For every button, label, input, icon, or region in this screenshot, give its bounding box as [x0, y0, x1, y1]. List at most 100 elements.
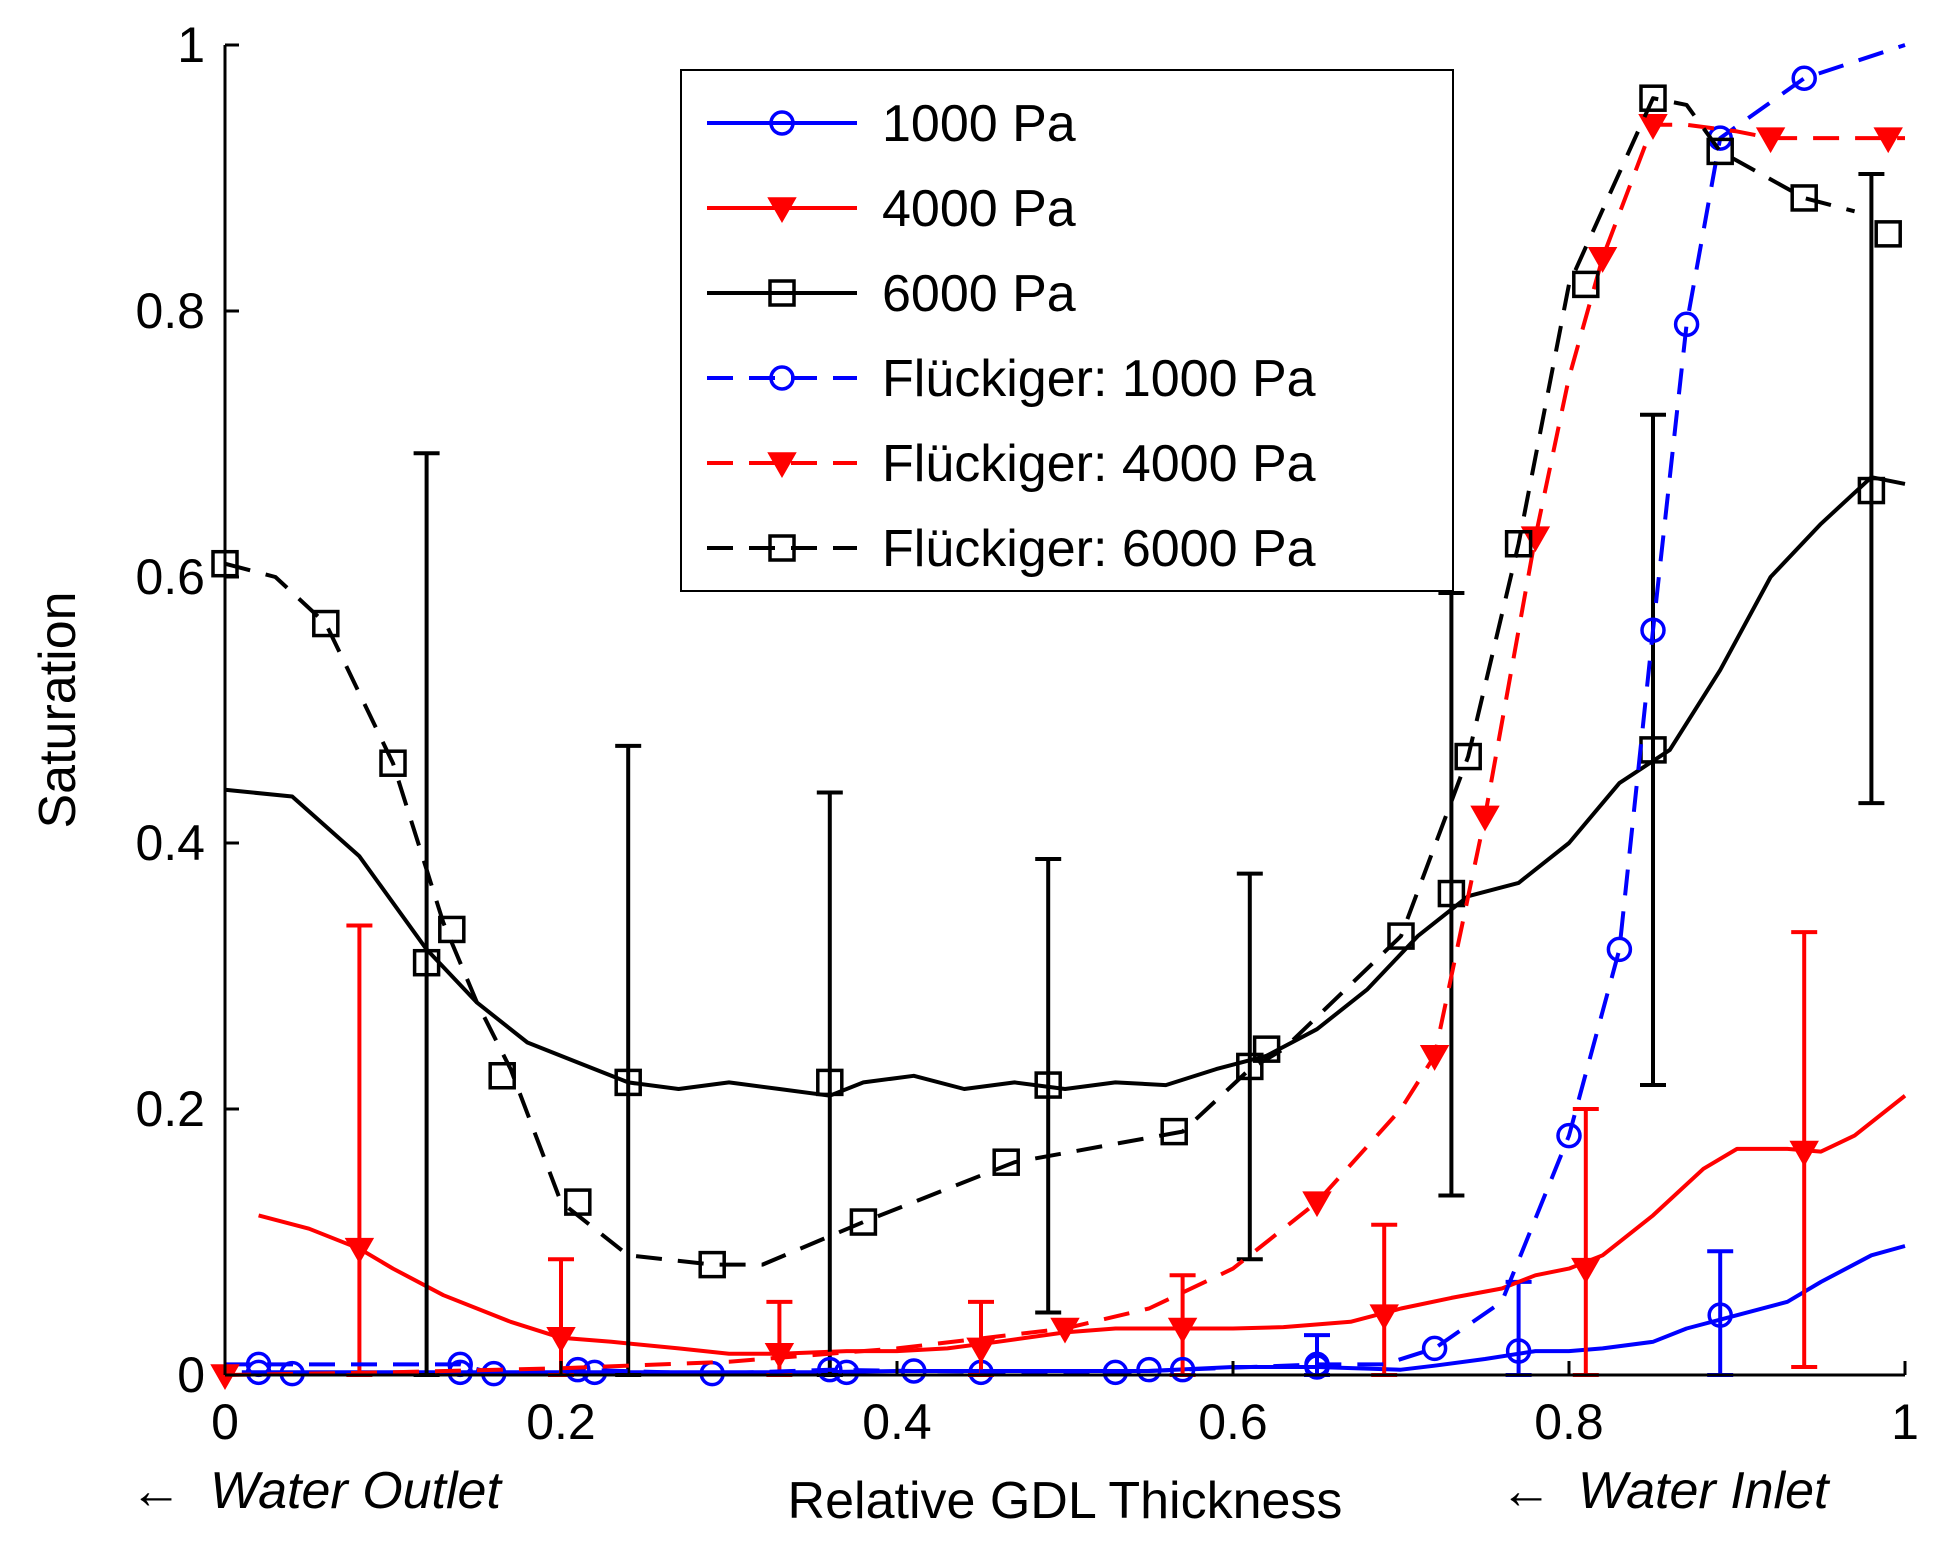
- water-inlet-arrow-icon: ←: [1500, 1462, 1552, 1520]
- data-point: [1369, 1304, 1399, 1331]
- data-point: [1167, 1317, 1198, 1344]
- data-point: [1421, 1335, 1448, 1362]
- x-tick-label: 1: [1891, 1394, 1919, 1450]
- data-point: [1160, 1117, 1188, 1146]
- legend-marker: [767, 197, 797, 224]
- data-point: [1755, 127, 1786, 154]
- series-6000-pa: [224, 172, 1906, 1377]
- x-axis-label: Relative GDL Thickness: [788, 1472, 1343, 1530]
- data-point: [379, 749, 407, 777]
- legend-label: Flückiger: 4000 Pa: [882, 435, 1316, 493]
- data-point: [816, 1068, 844, 1097]
- data-point: [1639, 84, 1667, 112]
- legend-label: 4000 Pa: [882, 180, 1076, 238]
- data-point: [1638, 114, 1668, 140]
- legend-marker: [767, 452, 797, 479]
- series-line: [258, 1094, 1907, 1356]
- legend-entry-fl-ckiger-4000-pa: Flückiger: 4000 Pa: [707, 435, 1316, 493]
- water-outlet-arrow-icon: ←: [130, 1462, 182, 1520]
- y-tick-label: 0.2: [135, 1081, 205, 1137]
- data-point: [1302, 1191, 1332, 1218]
- series-line: [225, 43, 1906, 1376]
- data-point: [1790, 184, 1818, 212]
- data-point: [698, 1250, 726, 1279]
- data-point: [1587, 247, 1618, 273]
- data-point: [488, 1062, 516, 1090]
- y-tick-label: 0.6: [135, 549, 205, 605]
- data-point: [1640, 617, 1666, 643]
- data-point: [1169, 1356, 1196, 1383]
- data-point: [817, 1356, 843, 1383]
- data-point: [344, 1237, 375, 1264]
- data-point: [412, 948, 441, 977]
- data-point: [1789, 1140, 1819, 1167]
- y-tick-label: 0.4: [135, 815, 205, 871]
- data-point: [1252, 1035, 1281, 1063]
- data-point: [1707, 1302, 1733, 1328]
- data-point: [1572, 270, 1600, 299]
- legend-marker: [768, 279, 796, 307]
- data-point: [901, 1358, 927, 1384]
- data-point: [1606, 936, 1633, 963]
- data-point: [1437, 879, 1466, 908]
- data-point: [1387, 922, 1415, 950]
- data-point: [1673, 311, 1700, 338]
- data-point: [1791, 65, 1817, 91]
- data-point: [1857, 476, 1886, 505]
- data-point: [1050, 1317, 1080, 1344]
- legend-label: Flückiger: 1000 Pa: [882, 350, 1316, 408]
- y-tick-label: 0: [177, 1347, 205, 1403]
- data-point: [312, 609, 340, 638]
- legend-entry-6000-pa: 6000 Pa: [707, 265, 1076, 323]
- x-tick-label: 0.8: [1534, 1394, 1604, 1450]
- axes-layer: [223, 45, 1905, 1377]
- data-point: [1454, 742, 1482, 771]
- legend-entry-fl-ckiger-1000-pa: Flückiger: 1000 Pa: [707, 350, 1316, 408]
- legend-label: 1000 Pa: [882, 95, 1076, 153]
- x-tick-label: 0.6: [1198, 1394, 1268, 1450]
- legend-entry-4000-pa: 4000 Pa: [707, 180, 1076, 238]
- y-tick-label: 1: [177, 17, 205, 73]
- legend-label: 6000 Pa: [882, 265, 1076, 323]
- x-tick-label: 0: [211, 1394, 239, 1450]
- data-point: [546, 1327, 576, 1353]
- water-inlet-label: Water Inlet: [1578, 1462, 1831, 1520]
- legend-marker: [769, 110, 795, 136]
- data-point: [992, 1148, 1020, 1176]
- data-point: [1419, 1045, 1450, 1071]
- water-outlet-annotation: ← Water Outlet: [130, 1462, 503, 1520]
- series-layer: [210, 43, 1907, 1391]
- legend: 1000 Pa 4000 Pa 6000 Pa Flückiger: 1000 Pa F…: [680, 69, 1454, 592]
- legend-entry-fl-ckiger-6000-pa: Flückiger: 6000 Pa: [707, 520, 1316, 578]
- legend-marker: [769, 365, 795, 391]
- data-point: [1470, 805, 1500, 832]
- data-point: [1236, 1052, 1264, 1081]
- data-point: [849, 1208, 878, 1236]
- data-point: [564, 1188, 592, 1216]
- tick-layer: 0 0.2 0.4 0.6 0.8 1 0 0.2 0.4 0.6 0.8 1: [135, 17, 1918, 1450]
- data-point: [1034, 1071, 1062, 1099]
- data-point: [1102, 1359, 1129, 1386]
- data-point: [614, 1068, 642, 1097]
- data-point: [1571, 1257, 1601, 1284]
- series-line: [224, 96, 1856, 1267]
- legend-label: Flückiger: 6000 Pa: [882, 520, 1316, 578]
- data-point: [833, 1359, 860, 1386]
- series-line: [224, 475, 1906, 1098]
- x-tick-label: 0.4: [862, 1394, 932, 1450]
- legend-box: [680, 69, 1454, 592]
- y-axis-label: Saturation: [29, 591, 87, 828]
- data-point: [1505, 1338, 1532, 1364]
- water-inlet-annotation: ← Water Inlet: [1500, 1462, 1831, 1520]
- x-tick-label: 0.2: [526, 1394, 596, 1450]
- data-point: [1873, 127, 1903, 154]
- series-fl-ckiger-6000-pa: [211, 84, 1902, 1279]
- data-point: [1504, 530, 1533, 558]
- y-tick-label: 0.8: [135, 283, 205, 339]
- data-point: [1874, 220, 1902, 248]
- legend-entry-1000-pa: 1000 Pa: [707, 95, 1076, 153]
- data-point: [1706, 137, 1734, 166]
- data-point: [438, 915, 466, 944]
- legend-marker: [768, 534, 796, 562]
